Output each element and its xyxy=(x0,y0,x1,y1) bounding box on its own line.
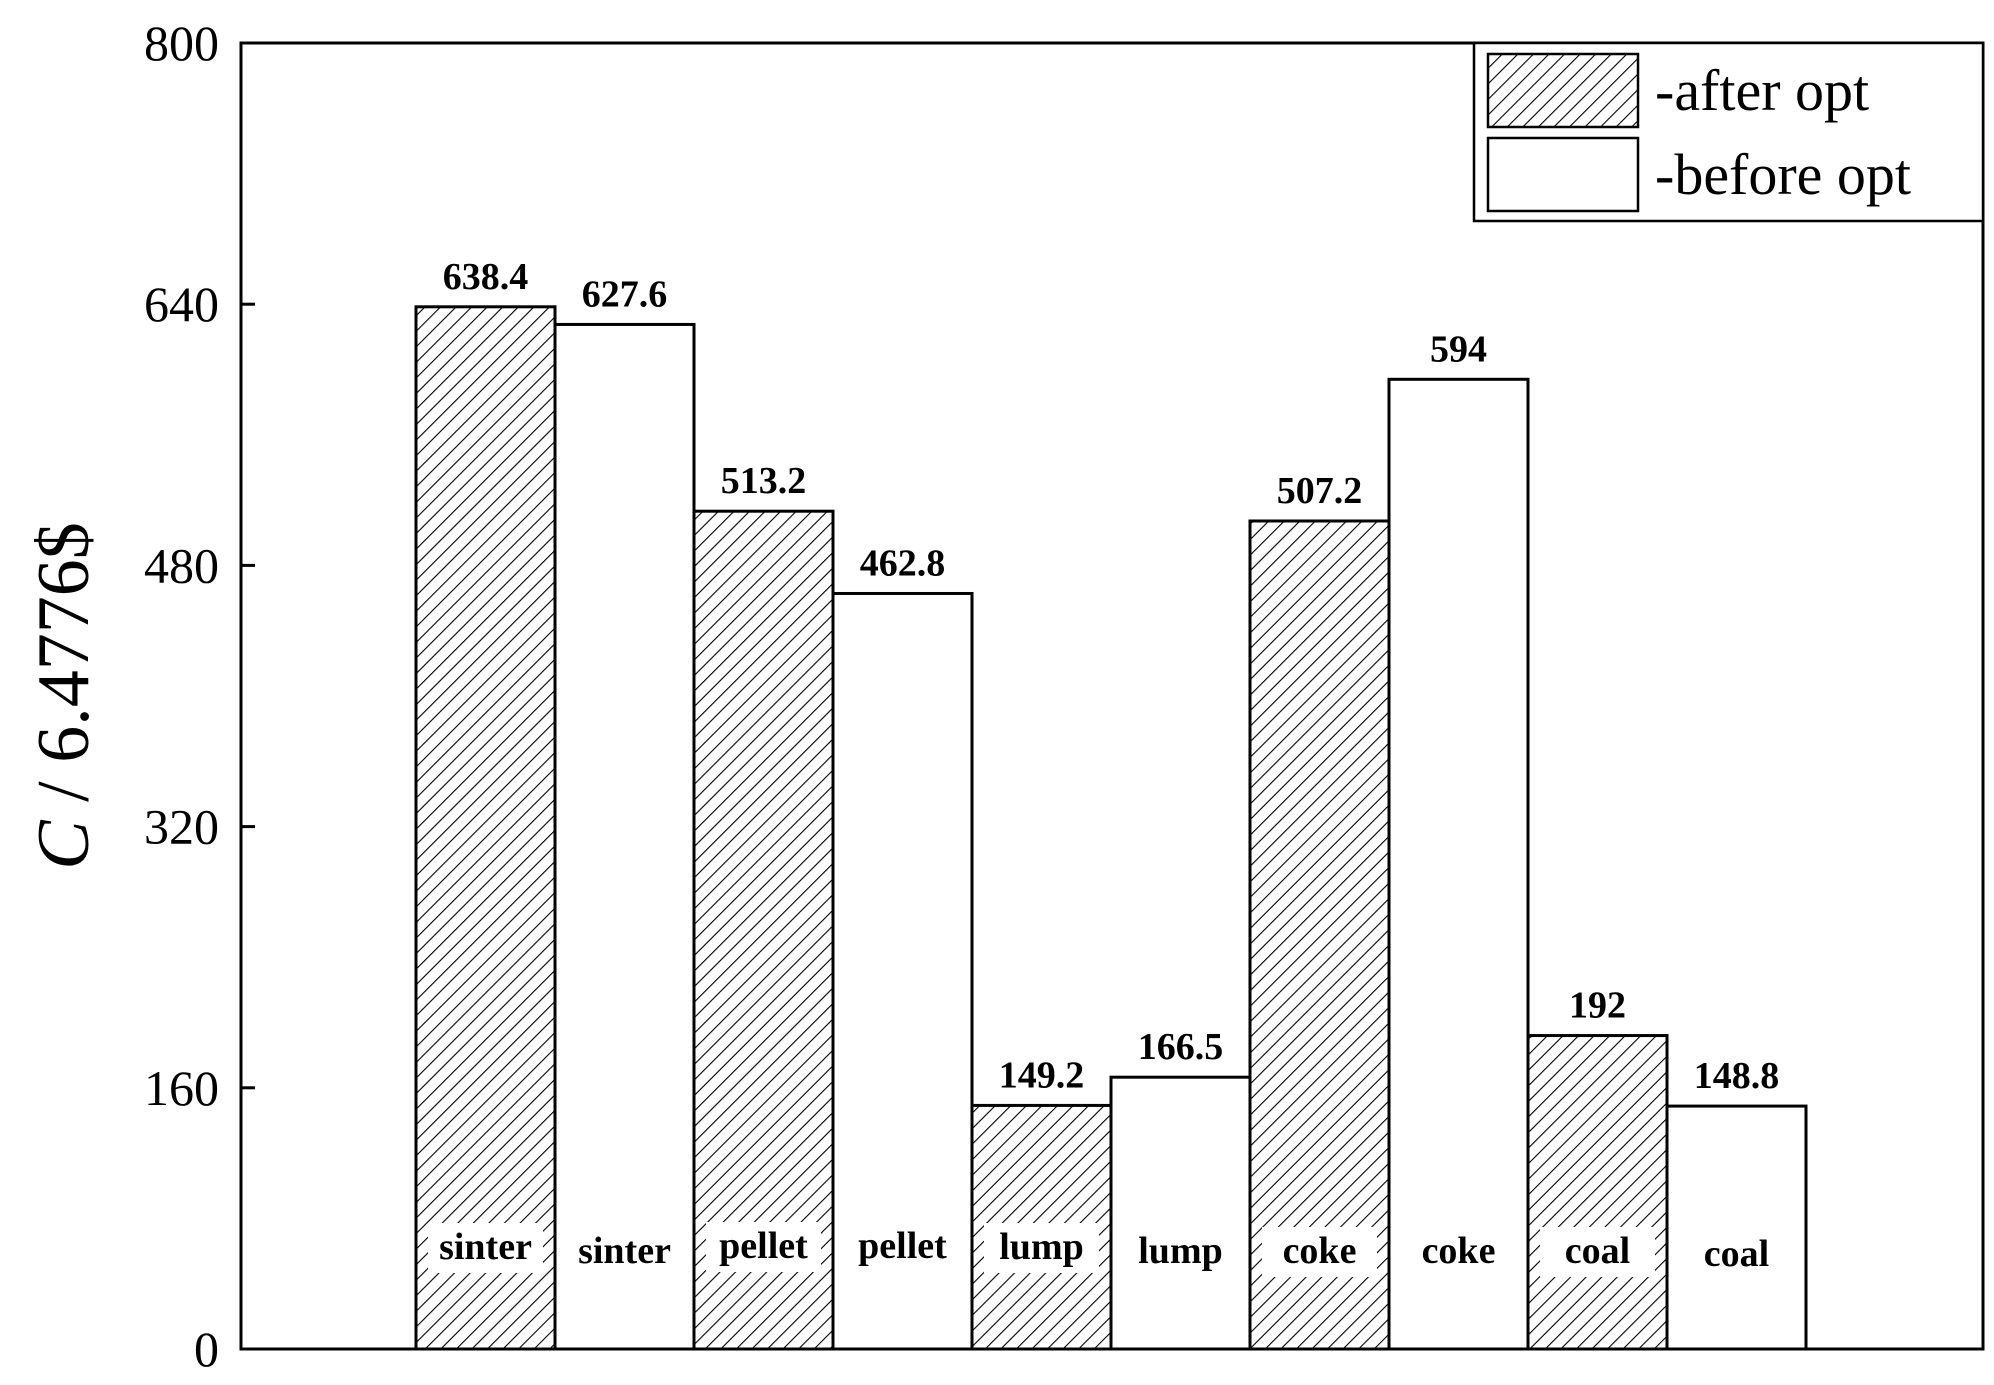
value-labels: 638.4 627.6 513.2 462.8 149.2 166.5 507.2 594 19… xyxy=(443,256,1780,1097)
category-label-background xyxy=(706,1222,821,1272)
y-axis: 0 160 320 480 640 800 xyxy=(144,15,255,1377)
y-tick-label: 0 xyxy=(194,1321,219,1377)
legend-label: -after opt xyxy=(1655,58,1869,123)
bar-lump-before-opt xyxy=(1109,1075,1252,1351)
y-axis-label: C / 6.4776$ xyxy=(23,522,105,869)
y-tick-label: 320 xyxy=(144,799,219,855)
category-label: pellet xyxy=(719,1225,808,1267)
bar-coke-before-opt xyxy=(1387,377,1530,1351)
legend: -after opt -before opt xyxy=(1472,41,1985,223)
y-axis-label-symbol: C xyxy=(23,819,105,870)
legend-label: -before opt xyxy=(1655,142,1911,207)
value-label: 148.8 xyxy=(1694,1055,1780,1097)
value-label: 638.4 xyxy=(443,256,529,298)
bars xyxy=(414,305,1808,1351)
value-label: 462.8 xyxy=(860,542,946,584)
category-label: lump xyxy=(999,1226,1083,1268)
category-label-background xyxy=(984,1223,1099,1273)
legend-swatch-after-opt xyxy=(1486,52,1640,129)
y-axis-label-unit: / 6.4776$ xyxy=(23,522,105,820)
category-label: sinter xyxy=(439,1226,532,1268)
y-tick-label: 800 xyxy=(144,15,219,71)
category-label: sinter xyxy=(578,1230,671,1272)
category-label: coke xyxy=(1283,1230,1357,1272)
category-label: coal xyxy=(1565,1230,1630,1272)
category-label-background xyxy=(1262,1227,1377,1277)
bar-coke-after-opt xyxy=(1248,519,1391,1351)
bar-pellet-before-opt xyxy=(831,591,974,1351)
value-label: 594 xyxy=(1430,328,1487,370)
category-label-background xyxy=(1540,1227,1655,1277)
value-label: 166.5 xyxy=(1138,1026,1224,1068)
legend-swatch-before-opt xyxy=(1486,136,1640,213)
bar-pellet-after-opt xyxy=(692,509,835,1351)
category-labels: sinter sinter pellet pellet lump lump coke coke… xyxy=(428,1222,1769,1277)
value-label: 192 xyxy=(1569,985,1626,1027)
category-label: lump xyxy=(1138,1230,1222,1272)
bar-coal-before-opt xyxy=(1665,1104,1808,1351)
category-label: pellet xyxy=(858,1225,947,1267)
value-label: 627.6 xyxy=(582,273,668,315)
category-label: coal xyxy=(1704,1233,1769,1275)
category-label: coke xyxy=(1422,1230,1496,1272)
y-tick-label: 160 xyxy=(144,1060,219,1116)
category-label-background xyxy=(428,1223,543,1273)
value-label: 507.2 xyxy=(1277,470,1363,512)
bar-coal-after-opt xyxy=(1526,1034,1669,1351)
value-label: 149.2 xyxy=(999,1054,1085,1096)
value-label: 513.2 xyxy=(721,460,807,502)
y-tick-label: 640 xyxy=(144,276,219,332)
bar-sinter-after-opt xyxy=(414,305,557,1351)
y-tick-label: 480 xyxy=(144,537,219,593)
bar-sinter-before-opt xyxy=(553,322,696,1351)
